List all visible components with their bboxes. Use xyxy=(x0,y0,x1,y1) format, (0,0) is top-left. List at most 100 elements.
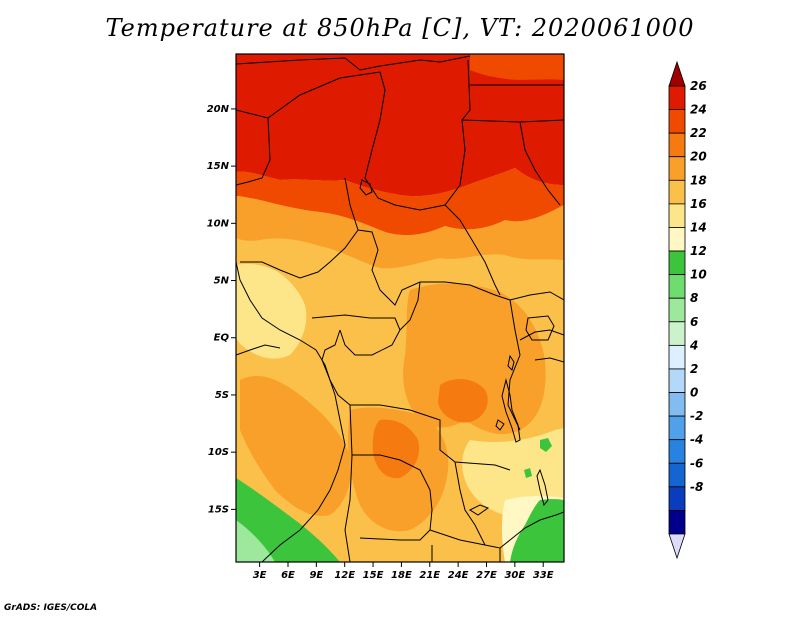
colorbar-label: -2 xyxy=(690,409,703,423)
border-line xyxy=(236,109,271,186)
colorbar-swatch xyxy=(668,439,686,464)
colorbar-label: 26 xyxy=(690,79,707,93)
border-line xyxy=(236,344,281,356)
colorbar-swatch xyxy=(668,132,686,158)
border-line xyxy=(399,281,421,331)
band-12-patch xyxy=(540,438,552,452)
border-line xyxy=(429,511,564,549)
lon-label: 33E xyxy=(533,570,554,581)
colorbar-label: -4 xyxy=(690,433,703,447)
lake-chad xyxy=(359,179,373,196)
band-12-southeast xyxy=(510,499,564,562)
colorbar-label: 2 xyxy=(690,362,698,376)
grads-credit: GrADS: IGES/COLA xyxy=(4,603,98,613)
colorbar-top-triangle xyxy=(668,60,686,87)
map-frame xyxy=(235,53,565,563)
colorbar-swatch xyxy=(668,392,686,417)
border-line xyxy=(352,454,433,541)
lon-label: 18E xyxy=(391,570,412,581)
band-16-southeast xyxy=(462,428,564,515)
colorbar-label: -6 xyxy=(690,456,703,470)
colorbar-label: 22 xyxy=(690,126,707,140)
colorbar-label: 8 xyxy=(690,291,698,305)
country-borders xyxy=(236,55,564,562)
colorbar-swatch xyxy=(668,415,686,441)
lake-mweru xyxy=(495,419,505,431)
colorbar-bottom-triangle xyxy=(668,533,686,560)
border-line xyxy=(454,461,486,546)
coastline-west xyxy=(236,261,346,562)
lake-kariba xyxy=(468,504,490,516)
lat-label: 5S xyxy=(215,390,229,401)
border-line xyxy=(444,204,501,296)
colorbar-label: 0 xyxy=(690,386,698,400)
lat-label: EQ xyxy=(214,333,230,344)
band-26 xyxy=(236,54,470,73)
border-line xyxy=(507,299,521,431)
band-22 xyxy=(236,168,564,236)
band-12-patch-2 xyxy=(524,468,532,478)
band-24 xyxy=(236,54,564,197)
lon-label: 9E xyxy=(309,570,323,581)
border-line xyxy=(267,59,471,211)
colorbar-swatch xyxy=(668,462,686,488)
temperature-field xyxy=(236,54,564,562)
border-line xyxy=(311,314,401,356)
lon-label: 30E xyxy=(504,570,525,581)
lake-tanganyika xyxy=(501,378,521,443)
band-12-southwest xyxy=(236,478,340,562)
lake-malawi xyxy=(536,468,549,507)
colorbar-swatch xyxy=(668,297,686,323)
colorbar-label: 10 xyxy=(690,268,707,282)
colorbar-swatch xyxy=(668,250,686,276)
colorbar-label: 16 xyxy=(690,197,707,211)
colorbar-label: 12 xyxy=(690,244,707,258)
colorbar-swatch xyxy=(668,156,686,181)
colorbar-label: 20 xyxy=(690,150,707,164)
lon-label: 15E xyxy=(363,570,384,581)
colorbar-swatch xyxy=(668,227,686,252)
border-line xyxy=(236,55,471,71)
lon-label: 12E xyxy=(334,570,355,581)
lon-label: 24E xyxy=(448,570,469,581)
colorbar-swatch xyxy=(668,109,686,134)
border-line xyxy=(344,404,353,562)
lat-label: 10S xyxy=(208,447,229,458)
border-line xyxy=(519,121,561,206)
colorbar-label: 14 xyxy=(690,220,707,234)
colorbar-swatch xyxy=(668,179,686,205)
colorbar-swatch xyxy=(668,368,686,393)
lon-label: 27E xyxy=(476,570,497,581)
border-line xyxy=(321,329,511,471)
colorbar-swatch xyxy=(668,344,686,370)
colorbar-label: -8 xyxy=(690,480,703,494)
lon-label: 21E xyxy=(419,570,440,581)
lon-label: 3E xyxy=(253,570,267,581)
border-line xyxy=(240,177,359,279)
lat-label: 15S xyxy=(208,504,229,515)
border-line xyxy=(519,329,564,341)
lat-label: 15N xyxy=(207,161,230,172)
colorbar-swatch xyxy=(668,510,686,535)
lake-kivu xyxy=(507,354,515,371)
lake-victoria xyxy=(525,315,555,341)
lon-label: 6E xyxy=(281,570,295,581)
colorbar-swatch xyxy=(668,486,686,511)
lat-label: 20N xyxy=(207,104,230,115)
colorbar-swatch xyxy=(668,85,686,110)
lat-label: 5N xyxy=(214,276,230,287)
border-line xyxy=(534,357,564,363)
colorbar-label: 4 xyxy=(689,338,698,352)
colorbar-label: 18 xyxy=(690,173,707,187)
band-10-southwest xyxy=(236,520,275,562)
lat-label: 10N xyxy=(207,218,230,229)
band-20-north xyxy=(236,196,564,269)
colorbar-label: 6 xyxy=(690,315,698,329)
colorbar-label: 24 xyxy=(690,103,707,117)
band-20-west xyxy=(240,375,352,516)
colorbar-swatch xyxy=(668,274,686,299)
band-22-northeast xyxy=(470,54,564,80)
colorbar-swatch xyxy=(668,203,686,228)
